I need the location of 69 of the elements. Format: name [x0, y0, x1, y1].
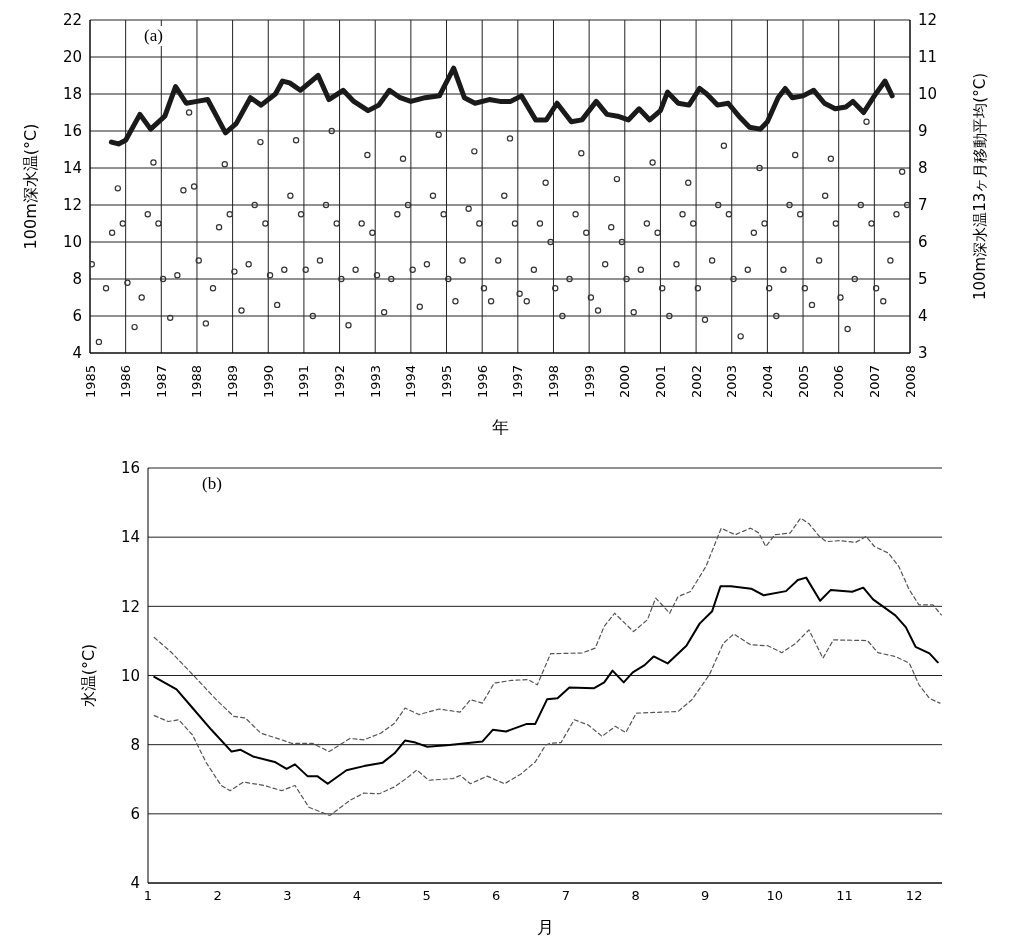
- x-tick-label: 5: [422, 888, 431, 904]
- x-tick-label: 1992: [332, 365, 348, 399]
- y2-tick-label: 12: [918, 11, 938, 30]
- y2-tick-label: 4: [918, 307, 928, 326]
- x-tick-label: 10: [766, 888, 784, 904]
- x-axis-title: 年: [491, 417, 509, 437]
- y2-axis-title: 100m深水温13ヶ月移動平均(°C): [971, 72, 990, 301]
- x-tick-label: 1987: [153, 365, 169, 399]
- y-axis-title: 水温(°C): [78, 643, 98, 708]
- y2-tick-label: 7: [918, 196, 928, 215]
- y-tick-label: 8: [130, 735, 140, 754]
- y-tick-label: 14: [62, 159, 82, 178]
- y-tick-label: 16: [120, 459, 140, 478]
- y-tick-label: 10: [120, 666, 140, 685]
- x-tick-label: 4: [352, 888, 362, 904]
- x-tick-label: 7: [561, 888, 571, 904]
- annotation: (a): [142, 26, 165, 46]
- x-tick-label: 2008: [902, 365, 918, 399]
- x-tick-label: 1999: [581, 365, 597, 399]
- x-tick-label: 6: [492, 888, 501, 904]
- x-tick-label: 1990: [260, 365, 276, 399]
- y-tick-label: 4: [72, 344, 82, 363]
- y-tick-label: 22: [62, 11, 82, 30]
- x-tick-label: 1993: [367, 365, 383, 399]
- y2-tick-label: 8: [918, 159, 928, 178]
- y2-tick-label: 3: [918, 344, 928, 363]
- x-tick-label: 1989: [225, 365, 241, 399]
- x-tick-label: 1: [143, 888, 153, 904]
- x-tick-label: 1998: [545, 365, 561, 399]
- x-tick-label: 1991: [296, 365, 312, 399]
- x-tick-label: 2005: [795, 365, 811, 399]
- y2-tick-label: 10: [918, 85, 938, 104]
- x-tick-label: 1985: [82, 365, 98, 399]
- y-tick-label: 14: [120, 528, 140, 547]
- y2-tick-label: 5: [918, 270, 928, 289]
- x-tick-label: 2001: [652, 365, 668, 399]
- y-axis-title: 100m深水温(°C): [20, 123, 40, 250]
- x-tick-label: 1997: [510, 365, 526, 399]
- y-tick-label: 18: [62, 85, 82, 104]
- x-tick-label: 3: [283, 888, 292, 904]
- y2-tick-label: 6: [918, 233, 928, 252]
- x-tick-label: 2000: [617, 365, 633, 399]
- x-tick-label: 1994: [403, 365, 419, 399]
- x-axis-title: 月: [536, 917, 554, 937]
- x-tick-label: 11: [836, 888, 853, 904]
- annotation: (b): [200, 474, 224, 494]
- x-tick-label: 1986: [118, 365, 134, 399]
- y-tick-label: 8: [72, 270, 82, 289]
- x-tick-label: 8: [631, 888, 640, 904]
- y2-tick-label: 9: [918, 122, 928, 141]
- y-tick-label: 6: [130, 805, 140, 824]
- x-tick-label: 12: [905, 888, 923, 904]
- x-tick-label: 2003: [724, 365, 740, 399]
- x-tick-label: 2006: [831, 365, 847, 399]
- y-tick-label: 16: [62, 122, 82, 141]
- y2-tick-label: 11: [918, 48, 938, 67]
- y-tick-label: 12: [62, 196, 82, 215]
- y-tick-label: 6: [72, 307, 82, 326]
- x-tick-label: 2002: [688, 365, 704, 399]
- x-tick-label: 1995: [439, 365, 455, 399]
- y-tick-label: 20: [62, 48, 82, 67]
- y-tick-label: 10: [62, 233, 82, 252]
- x-tick-label: 2007: [866, 365, 882, 399]
- x-tick-label: 1996: [474, 365, 490, 399]
- y-tick-label: 12: [120, 597, 140, 616]
- x-tick-label: 2004: [759, 365, 775, 399]
- x-tick-label: 1988: [189, 365, 205, 399]
- x-tick-label: 9: [701, 888, 710, 904]
- x-tick-label: 2: [213, 888, 222, 904]
